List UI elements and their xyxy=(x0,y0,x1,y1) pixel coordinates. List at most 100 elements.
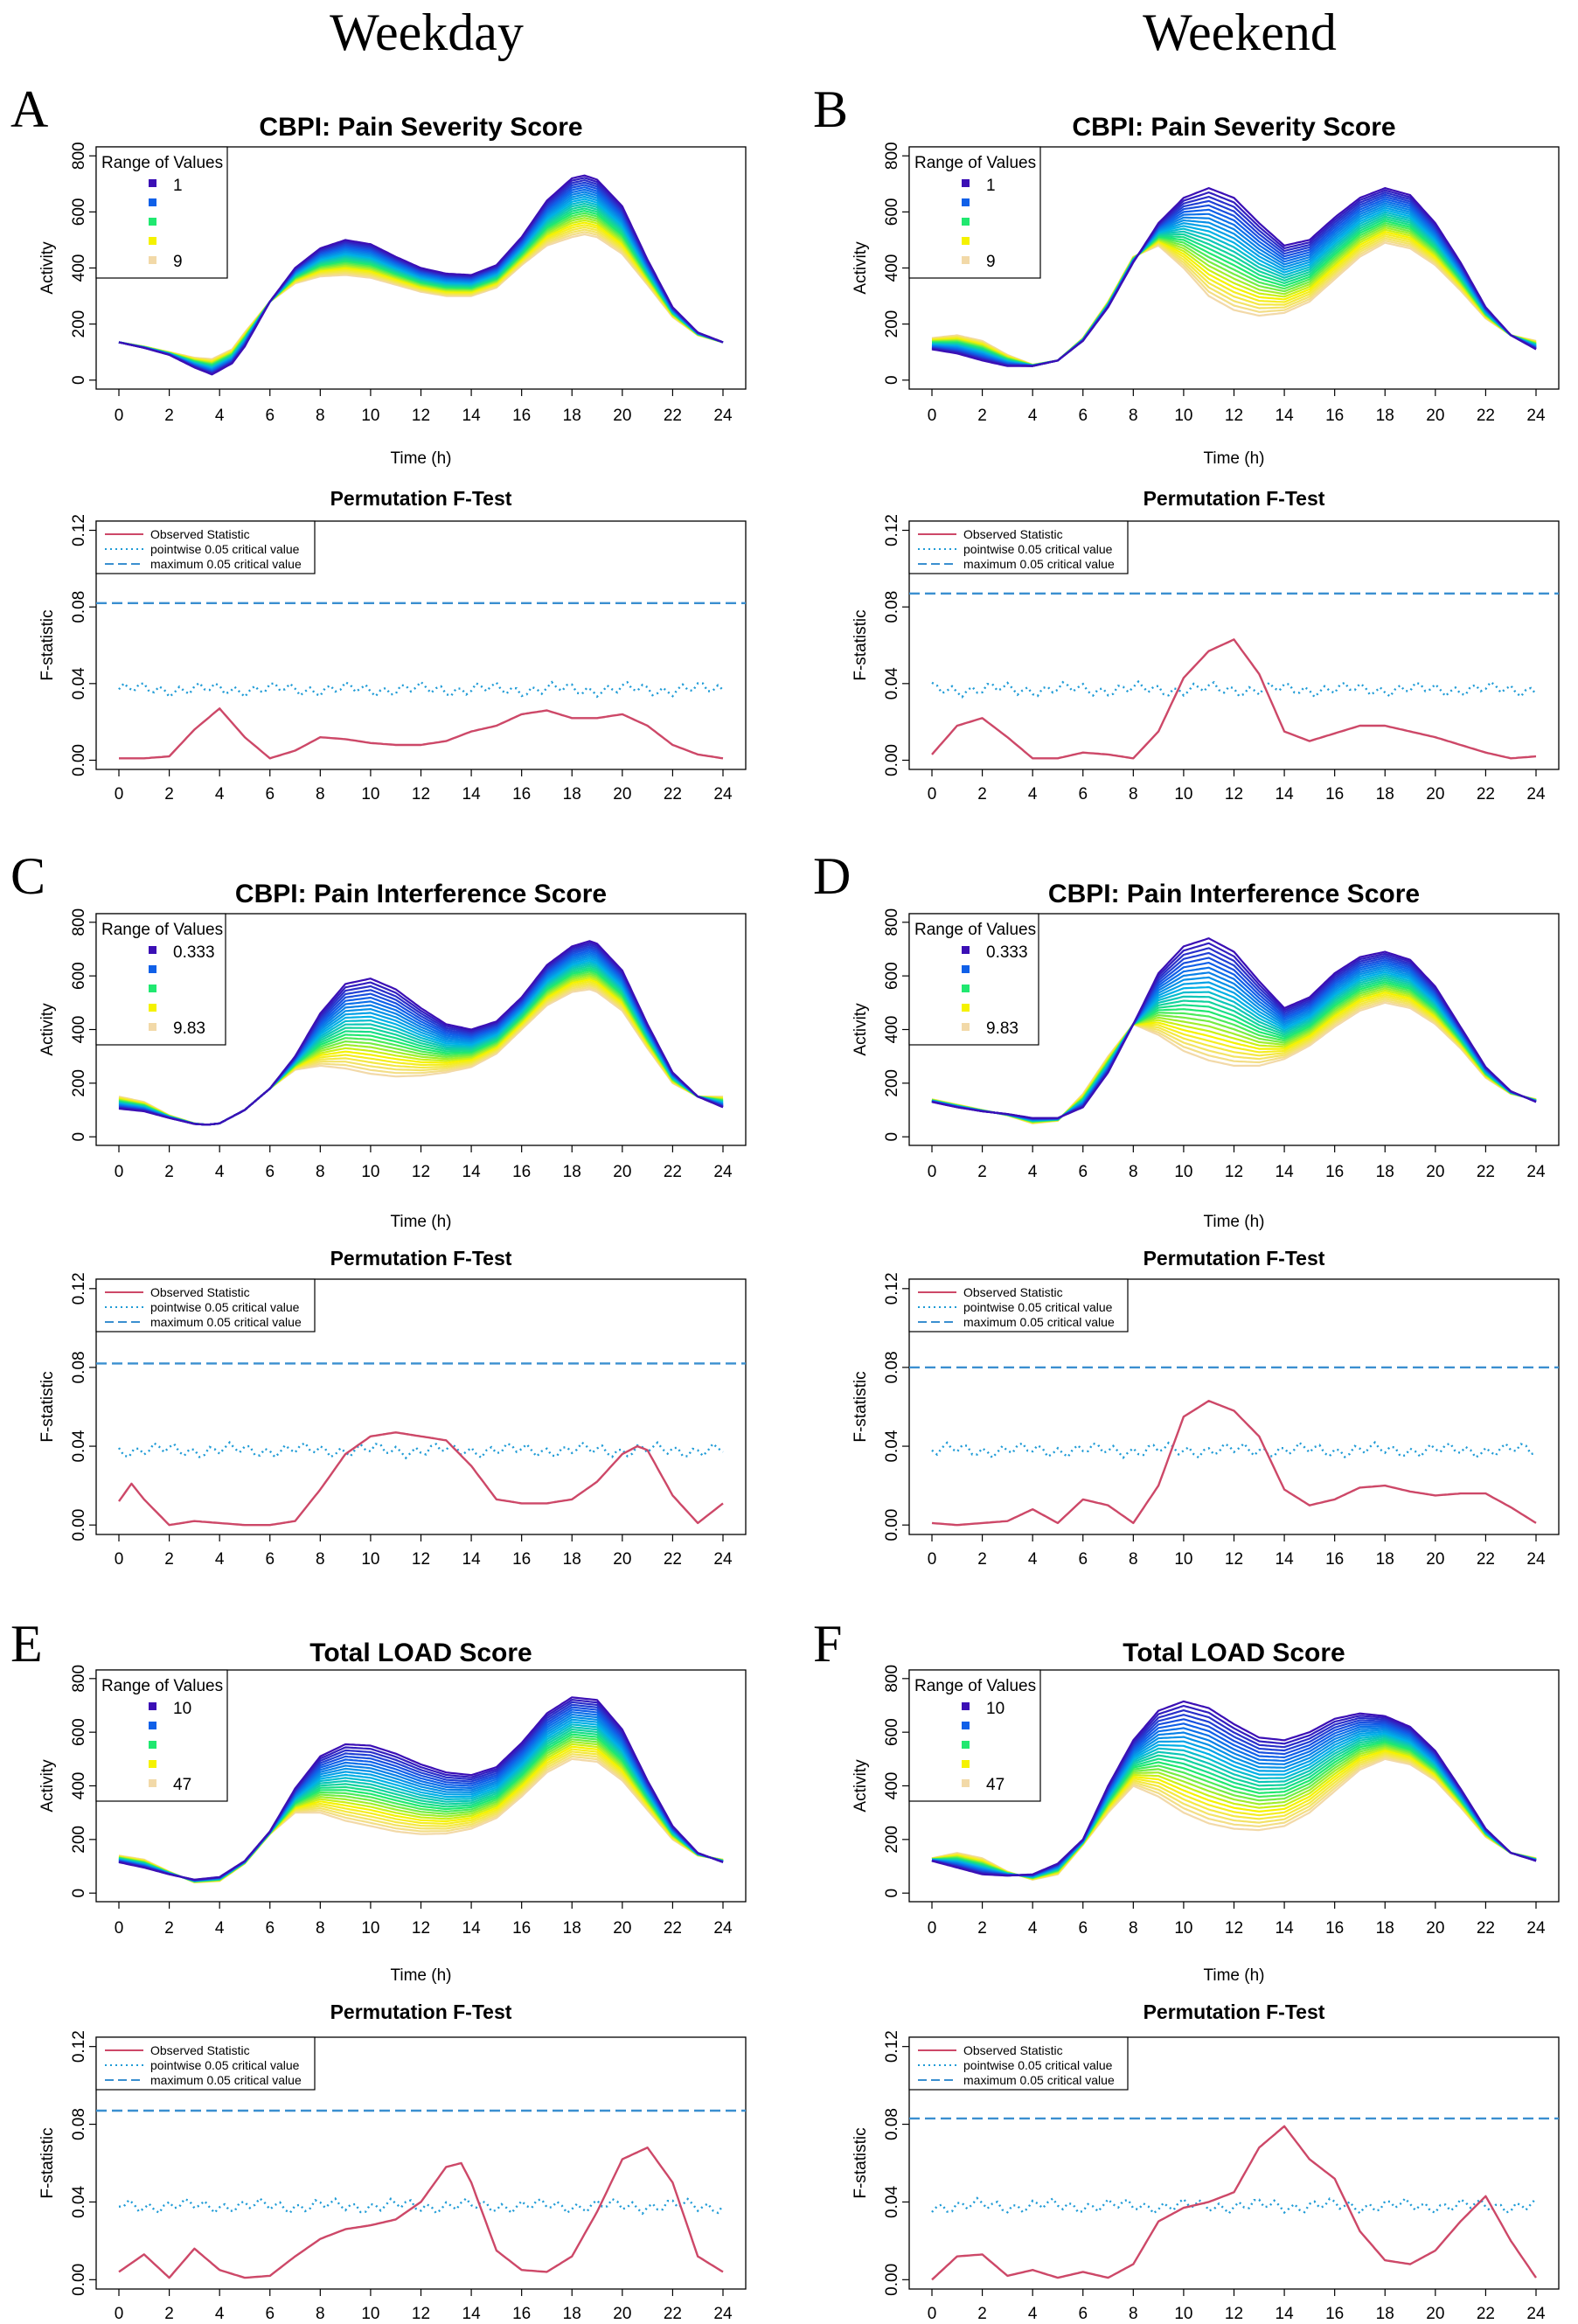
panel-b-letter: B xyxy=(813,80,848,138)
panel-b-legend-title: Range of Values xyxy=(914,154,1036,172)
panel-d-legend-pointwise-label: pointwise 0.05 critical value xyxy=(963,1300,1113,1314)
panel-c-legend-swatch xyxy=(149,965,156,973)
panel-a-ytick-label-800: 800 xyxy=(70,142,88,170)
panel-d-xtick-label-20: 20 xyxy=(1426,1163,1444,1181)
panel-b-ftest-xtick-label-22: 22 xyxy=(1477,785,1495,804)
panel-e-title: Total LOAD Score xyxy=(309,1639,532,1667)
panel-e-letter: E xyxy=(10,1615,43,1673)
panel-e-legend: Range of Values 10 47 xyxy=(95,1669,228,1802)
panel-b-xtick-label-8: 8 xyxy=(1129,407,1138,425)
panel-b-ftest-xtick-label-12: 12 xyxy=(1225,785,1243,804)
panel-f-xtick-label-18: 18 xyxy=(1376,1919,1394,1938)
panel-e-ftest-ylabel: F-statistic xyxy=(38,2127,57,2198)
panel-f-legend-swatch xyxy=(962,1741,970,1749)
panel-e-legend-value-min: 10 xyxy=(173,1700,191,1718)
panel-f-xtick-label-6: 6 xyxy=(1078,1919,1088,1938)
panel-f-series-10 xyxy=(931,1700,1537,1877)
panel-c-xtick-label-24: 24 xyxy=(713,1163,733,1181)
panel-c-ytick-label-400: 400 xyxy=(70,1016,88,1044)
panel-e-xtick-label-14: 14 xyxy=(462,1919,482,1938)
panel-f-ftest-xtick-label-20: 20 xyxy=(1426,2305,1444,2323)
panel-e-xtick-label-18: 18 xyxy=(563,1919,581,1938)
panel-f-title: Total LOAD Score xyxy=(1123,1639,1345,1667)
panel-f-legend-swatch xyxy=(962,1779,970,1787)
panel-d-legend: Range of Values 0.333 9.83 xyxy=(908,913,1039,1046)
panel-f-legend-observed-label: Observed Statistic xyxy=(963,2043,1063,2057)
panel-d-ftest-xtick-label-12: 12 xyxy=(1225,1550,1243,1569)
panel-b-ftest-xtick-label-6: 6 xyxy=(1078,785,1088,804)
panel-d-xtick-label-14: 14 xyxy=(1276,1163,1295,1181)
panel-a: A CBPI: Pain Severity Score02004006008000… xyxy=(10,80,747,804)
panel-a-xtick-label-24: 24 xyxy=(713,407,733,425)
panel-c-ftest-ytick-label-0.00: 0.00 xyxy=(70,1509,88,1541)
panel-b-ytick-label-0: 0 xyxy=(883,375,901,385)
panel-a-ftest-xtick-label-14: 14 xyxy=(462,785,482,804)
panel-d-title: CBPI: Pain Interference Score xyxy=(1048,880,1420,908)
panel-e-observed-statistic-line xyxy=(118,2147,724,2279)
panel-c-ftest-title: Permutation F-Test xyxy=(330,1247,512,1270)
panel-a-ftest-xtick-label-6: 6 xyxy=(265,785,275,804)
panel-c-xtick-label-2: 2 xyxy=(164,1163,174,1181)
panel-c-ftest-ytick-label-0.04: 0.04 xyxy=(70,1430,88,1462)
panel-f-ftest-xtick-label-8: 8 xyxy=(1129,2305,1138,2323)
panel-d-series-0.333 xyxy=(931,937,1537,1119)
panel-f-ftest-xtick-label-4: 4 xyxy=(1028,2305,1038,2323)
panel-d-observed-statistic-line xyxy=(931,1400,1537,1527)
panel-a-ftest-xtick-label-20: 20 xyxy=(613,785,631,804)
panel-b-ftest-ytick-label-0.04: 0.04 xyxy=(883,667,901,699)
panel-c-ftest-ytick-label-0.08: 0.08 xyxy=(70,1351,88,1383)
panel-f-ftest-xtick-label-2: 2 xyxy=(977,2305,987,2323)
panel-c-title: CBPI: Pain Interference Score xyxy=(235,880,607,908)
panel-d-ftest-xtick-label-20: 20 xyxy=(1426,1550,1444,1569)
panel-e-ftest-ytick-label-0.08: 0.08 xyxy=(70,2108,88,2140)
panel-b-ftest-xtick-label-20: 20 xyxy=(1426,785,1444,804)
panel-d-legend-swatch xyxy=(962,1004,970,1012)
panel-b-ftest-xtick-label-24: 24 xyxy=(1526,785,1546,804)
panel-b-legend-value-max: 9 xyxy=(986,253,996,271)
panel-a-ftest-xtick-label-4: 4 xyxy=(215,785,225,804)
panel-a-legend-observed-label: Observed Statistic xyxy=(150,527,250,541)
panel-d-xtick-label-0: 0 xyxy=(928,1163,937,1181)
panel-c-pointwise-critical-line xyxy=(117,1440,724,1460)
panel-f-ftest-xtick-label-18: 18 xyxy=(1376,2305,1394,2323)
panel-b-xtick-label-0: 0 xyxy=(928,407,937,425)
panel-a-xlabel: Time (h) xyxy=(390,449,451,468)
panel-e-xtick-label-16: 16 xyxy=(512,1919,531,1938)
panel-e-ylabel: Activity xyxy=(38,1759,57,1813)
panel-c-xtick-label-12: 12 xyxy=(412,1163,430,1181)
panel-e-xtick-label-6: 6 xyxy=(265,1919,275,1938)
panel-d-xtick-label-2: 2 xyxy=(977,1163,987,1181)
panel-d-ftest-ytick-label-0.12: 0.12 xyxy=(883,1272,901,1305)
panel-d-ftest-ytick-label-0.08: 0.08 xyxy=(883,1351,901,1383)
panel-b-ytick-label-800: 800 xyxy=(883,142,901,170)
panel-f-xtick-label-10: 10 xyxy=(1174,1919,1192,1938)
panel-a-ftest-xtick-label-0: 0 xyxy=(115,785,124,804)
panel-f-ftest-xtick-label-0: 0 xyxy=(928,2305,937,2323)
panel-a-ftest-ytick-label-0.12: 0.12 xyxy=(70,514,88,546)
panel-c-xtick-label-10: 10 xyxy=(361,1163,379,1181)
panel-a-ytick-label-0: 0 xyxy=(70,375,88,385)
panel-e-legend-swatch xyxy=(149,1741,156,1749)
panel-e-xtick-label-0: 0 xyxy=(115,1919,124,1938)
panel-e-ftest-ytick-label-0.04: 0.04 xyxy=(70,2186,88,2218)
panel-c-ytick-label-0: 0 xyxy=(70,1132,88,1142)
panel-d-ftest-ytick-label-0.04: 0.04 xyxy=(883,1430,901,1462)
panel-f-ftest-xtick-label-16: 16 xyxy=(1325,2305,1344,2323)
panel-c-legend-swatch xyxy=(149,985,156,992)
panel-e-ftest-xtick-label-4: 4 xyxy=(215,2305,225,2323)
panel-d-ftest-xtick-label-18: 18 xyxy=(1376,1550,1394,1569)
panel-d-legend-swatch xyxy=(962,965,970,973)
panel-e-ytick-label-0: 0 xyxy=(70,1889,88,1898)
panel-b-pointwise-critical-line xyxy=(931,679,1537,699)
panel-e-legend-observed-label: Observed Statistic xyxy=(150,2043,250,2057)
panel-a-xtick-label-16: 16 xyxy=(512,407,531,425)
panel-f-xtick-label-2: 2 xyxy=(977,1919,987,1938)
panel-b-ftest-title: Permutation F-Test xyxy=(1144,487,1325,510)
panel-b-xtick-label-18: 18 xyxy=(1376,407,1394,425)
panel-f-ftest-title: Permutation F-Test xyxy=(1144,2000,1325,2023)
panel-b-xtick-label-20: 20 xyxy=(1426,407,1444,425)
panel-b-ftest-xtick-label-16: 16 xyxy=(1325,785,1344,804)
